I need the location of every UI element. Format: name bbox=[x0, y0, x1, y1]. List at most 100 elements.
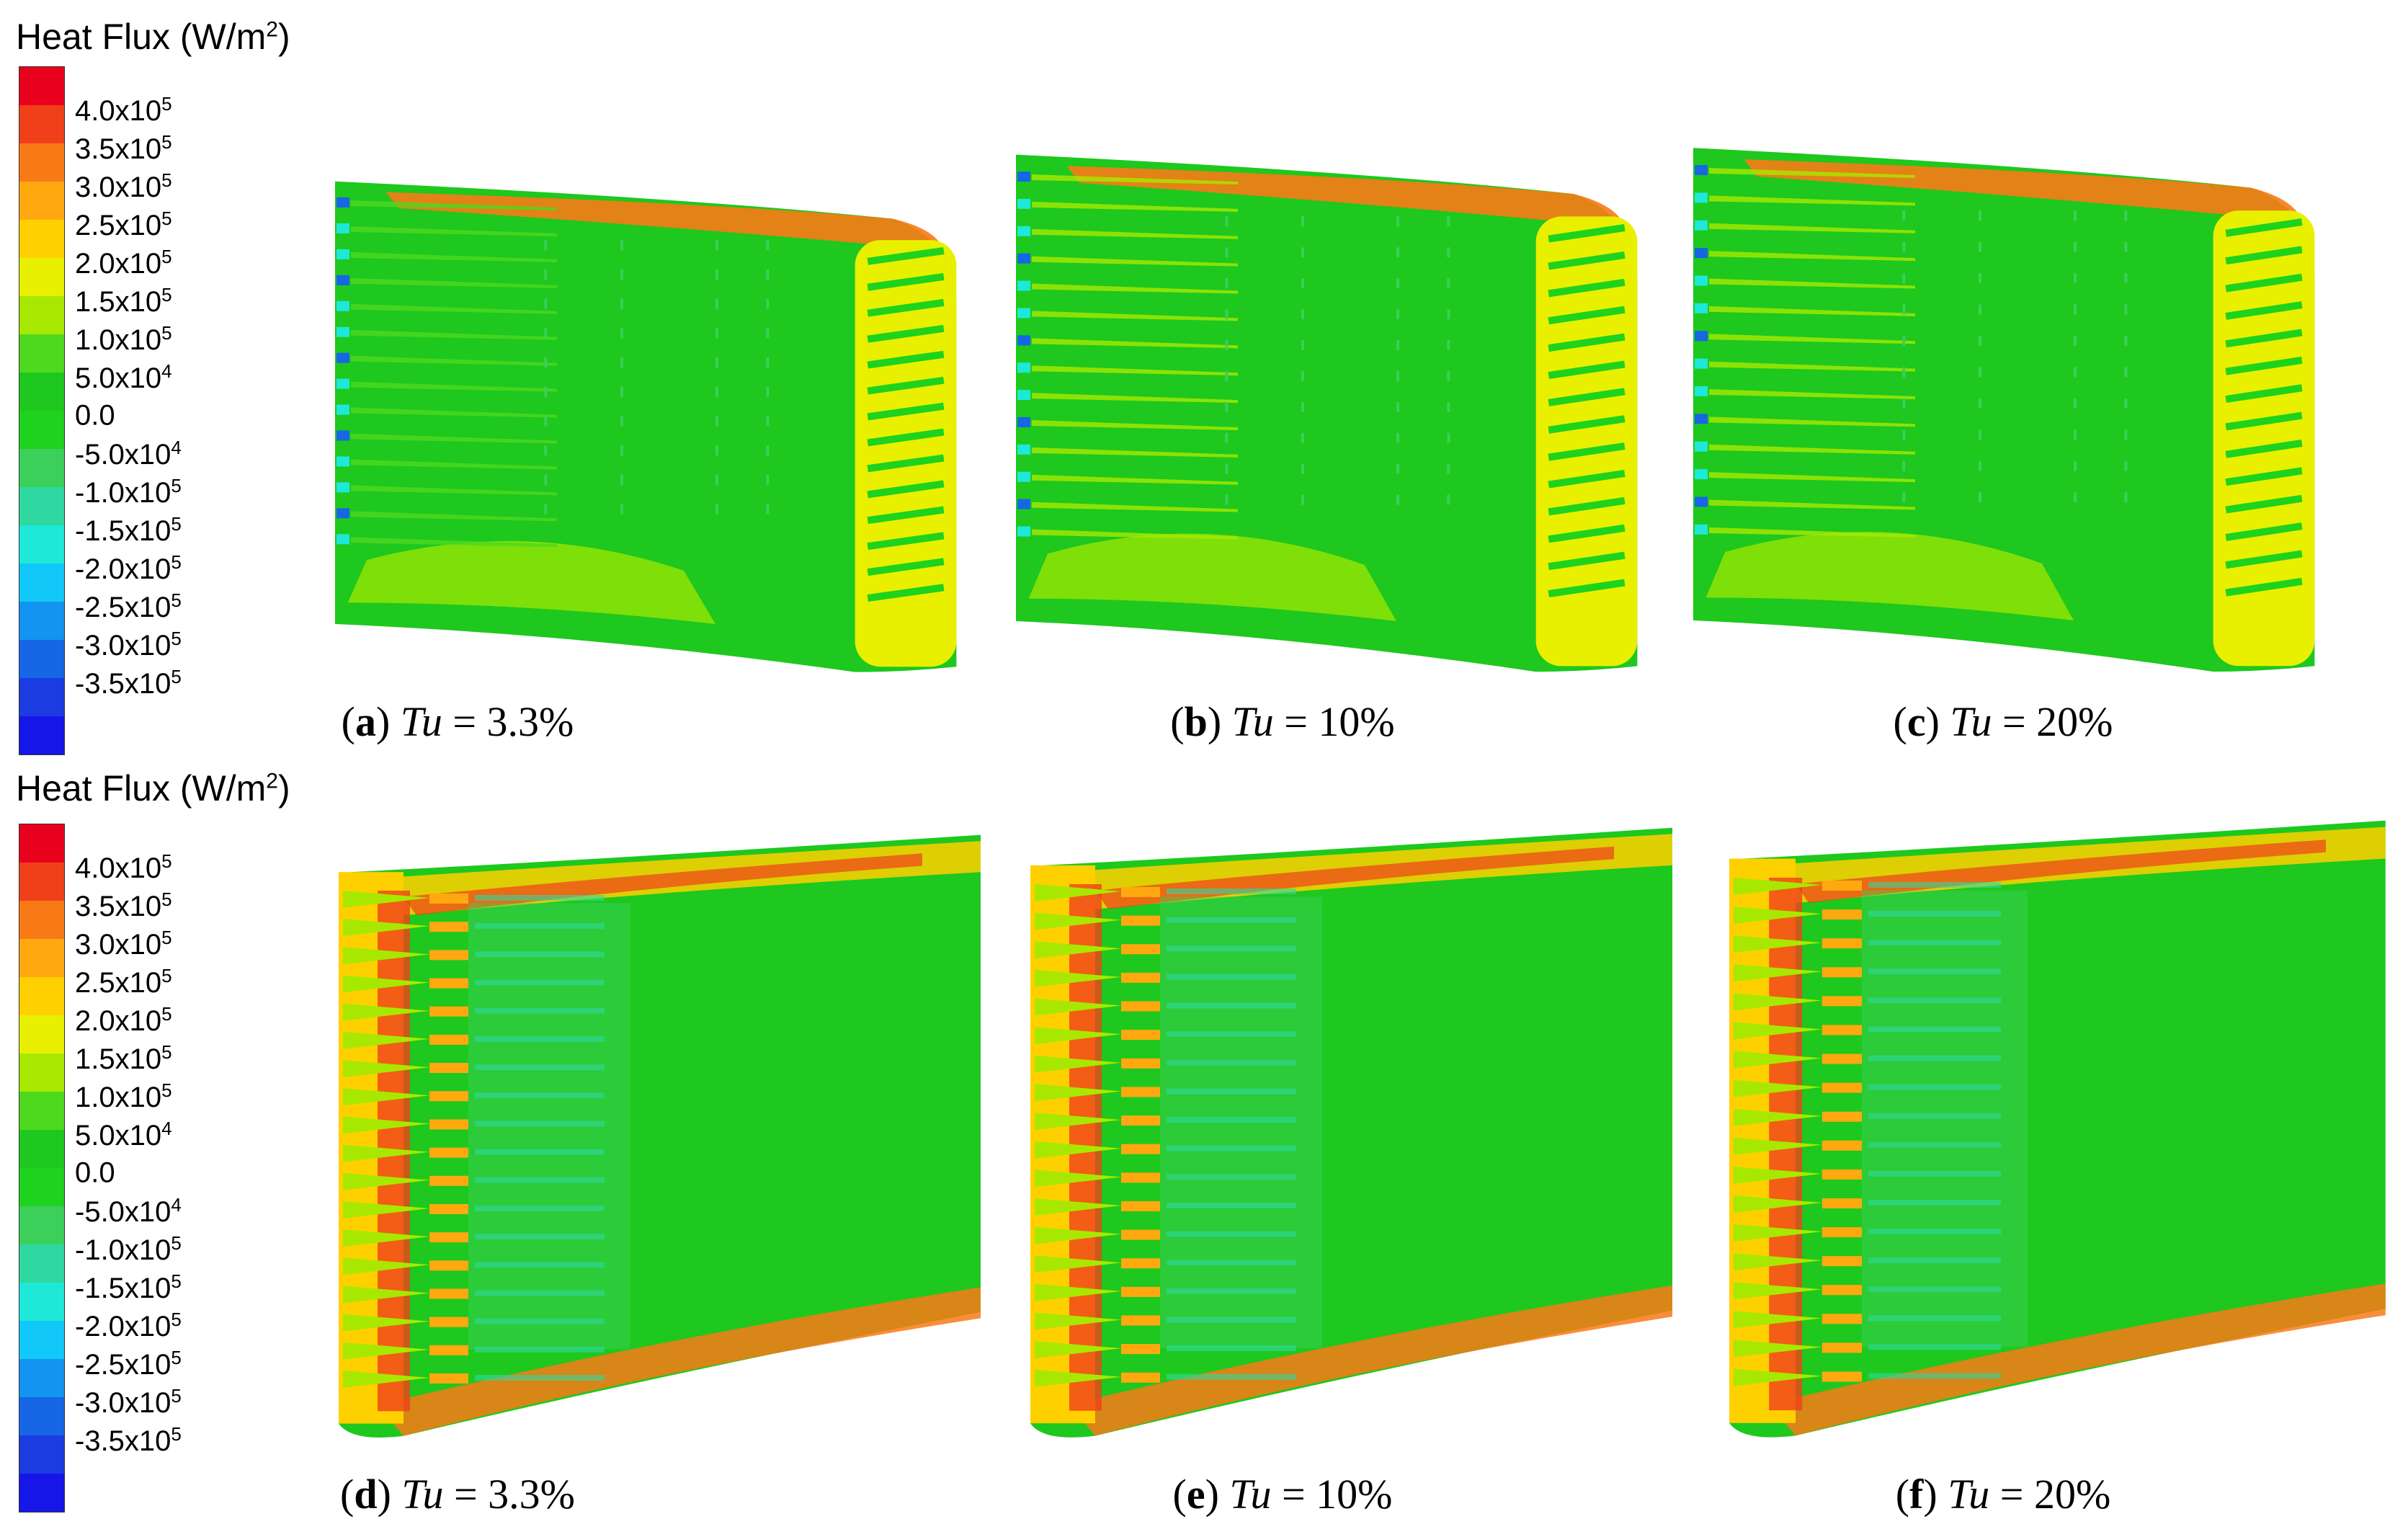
showerhead-row bbox=[2225, 329, 2303, 348]
hole-mark bbox=[715, 298, 718, 309]
cooling-hole bbox=[1695, 386, 1708, 396]
cooling-hole bbox=[1821, 1285, 1862, 1296]
hole-mark bbox=[2074, 241, 2077, 252]
blade-body bbox=[339, 834, 981, 1438]
cooling-streak bbox=[343, 919, 429, 937]
hole-mark bbox=[2124, 336, 2128, 346]
showerhead-row bbox=[1548, 496, 1626, 516]
caption-c: (c) Tu = 20% bbox=[1893, 698, 2113, 745]
cooling-hole bbox=[1821, 909, 1862, 920]
tick-label: 1.0x105 bbox=[75, 1079, 172, 1114]
color-swatch bbox=[19, 1206, 64, 1244]
showerhead-row bbox=[867, 454, 945, 473]
hole-mark bbox=[1979, 273, 1981, 284]
cooling-hole bbox=[1821, 881, 1862, 891]
hole-mark bbox=[2074, 429, 2077, 440]
color-swatch bbox=[19, 1359, 64, 1397]
cooling-hole bbox=[1821, 1140, 1862, 1151]
showerhead-row bbox=[867, 506, 945, 525]
contour-panel-f bbox=[1729, 814, 2392, 1448]
hot-band bbox=[1769, 1283, 2386, 1436]
cooling-streak bbox=[1734, 1022, 1822, 1040]
cooling-streak bbox=[1035, 969, 1121, 987]
cooling-streak bbox=[1032, 311, 1238, 321]
tick-label: 5.0x104 bbox=[75, 1117, 172, 1152]
hole-mark bbox=[2074, 210, 2077, 221]
hole-mark bbox=[1447, 494, 1450, 505]
cooling-hole bbox=[429, 1232, 468, 1243]
color-scale bbox=[19, 66, 65, 755]
cooling-hole bbox=[429, 1260, 468, 1271]
warm-region bbox=[1705, 532, 2074, 620]
cooling-hole bbox=[1695, 469, 1708, 480]
cooling-hole bbox=[1121, 1030, 1160, 1041]
showerhead-row bbox=[867, 558, 945, 576]
color-swatch bbox=[19, 563, 64, 602]
cooling-streak bbox=[1709, 334, 1915, 344]
showerhead-row bbox=[2225, 550, 2303, 569]
tick-label: -5.0x104 bbox=[75, 436, 182, 471]
cooling-hole bbox=[336, 352, 349, 363]
cooling-streak bbox=[475, 1290, 605, 1296]
showerhead-row bbox=[1548, 579, 1626, 598]
hole-mark bbox=[620, 240, 623, 251]
hole-mark bbox=[1979, 210, 1981, 221]
showerhead-row bbox=[867, 298, 945, 317]
cooling-streak bbox=[343, 1371, 429, 1389]
hole-mark bbox=[1979, 398, 1981, 409]
tick-label: 4.0x105 bbox=[75, 92, 172, 128]
cooling-streak bbox=[475, 1177, 605, 1183]
caption-a: (a) Tu = 3.3% bbox=[341, 698, 574, 745]
cooling-streak bbox=[1868, 882, 2002, 888]
cooling-hole bbox=[429, 1288, 468, 1299]
cooling-streak bbox=[1709, 251, 1915, 262]
cooling-hole bbox=[1821, 996, 1862, 1007]
hole-mark bbox=[544, 416, 548, 427]
hole-mark bbox=[1225, 401, 1228, 412]
color-swatch bbox=[19, 105, 64, 143]
cooling-streak bbox=[1868, 1344, 2002, 1350]
cooling-streak bbox=[343, 1031, 429, 1049]
hole-mark bbox=[1447, 278, 1450, 289]
cooling-hole bbox=[1121, 1115, 1160, 1126]
cooling-streak bbox=[1709, 388, 1915, 399]
hole-mark bbox=[1447, 216, 1450, 227]
cooling-hole bbox=[1017, 416, 1030, 427]
color-swatch bbox=[19, 182, 64, 220]
hole-mark bbox=[620, 269, 623, 280]
cooling-streak bbox=[1734, 1051, 1822, 1069]
cooling-streak bbox=[475, 1121, 605, 1127]
showerhead-row bbox=[2225, 273, 2303, 293]
tick-label: 1.0x105 bbox=[75, 321, 172, 357]
hole-mark bbox=[1902, 398, 1906, 409]
hole-mark bbox=[715, 357, 718, 367]
cooling-streak bbox=[351, 537, 557, 548]
tick-label: -1.5x105 bbox=[75, 1270, 182, 1305]
tick-label: -3.0x105 bbox=[75, 627, 182, 662]
cooling-streak bbox=[343, 1314, 429, 1332]
cooling-hole bbox=[336, 404, 349, 415]
hole-mark bbox=[766, 328, 770, 339]
cooling-hole bbox=[1121, 1258, 1160, 1269]
cooling-hole bbox=[1821, 1227, 1862, 1238]
showerhead-row bbox=[867, 376, 945, 395]
showerhead-row bbox=[1548, 333, 1626, 352]
hole-mark bbox=[2124, 304, 2128, 315]
hole-mark bbox=[1902, 273, 1906, 284]
cooling-streak bbox=[1032, 393, 1238, 404]
color-scale bbox=[19, 824, 65, 1513]
hole-mark bbox=[1396, 401, 1399, 412]
hole-mark bbox=[715, 386, 718, 397]
showerhead-row bbox=[1548, 442, 1626, 461]
cooling-streak bbox=[1167, 1373, 1296, 1380]
hole-mark bbox=[544, 328, 548, 339]
cooling-streak bbox=[1035, 1198, 1121, 1216]
cooling-streak bbox=[343, 1116, 429, 1134]
cooling-hole bbox=[1695, 165, 1708, 175]
cooling-hole bbox=[1695, 496, 1708, 507]
tick-label: 4.0x105 bbox=[75, 850, 172, 885]
cooling-streak bbox=[343, 891, 429, 908]
hole-mark bbox=[2074, 336, 2077, 346]
cooling-hole bbox=[1017, 280, 1030, 291]
cooling-hole bbox=[1695, 220, 1708, 231]
